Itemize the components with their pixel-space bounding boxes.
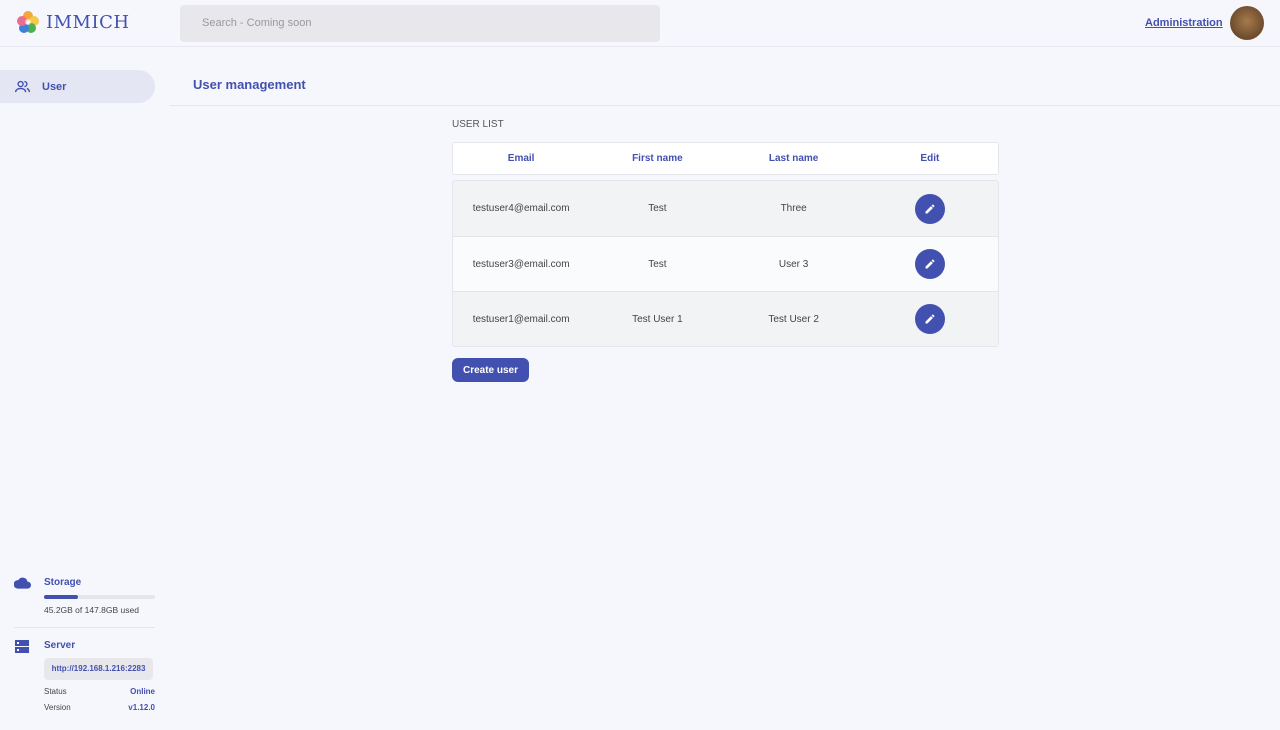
cloud-icon <box>14 577 31 589</box>
column-first-name: First name <box>632 153 683 164</box>
table-row: testuser4@email.com Test Three <box>453 181 998 236</box>
pencil-icon <box>925 314 935 324</box>
storage-label: Storage <box>44 577 82 588</box>
sidebar-item-user[interactable]: User <box>0 70 155 103</box>
email-cell: testuser3@email.com <box>472 258 570 270</box>
column-email: Email <box>507 153 535 164</box>
status-label: Status <box>44 687 67 696</box>
last-name-cell: Test User 2 <box>768 313 819 325</box>
top-bar: IMMICH Search - Coming soon Administrati… <box>0 0 1280 47</box>
email-cell: testuser1@email.com <box>472 313 570 325</box>
logo[interactable]: IMMICH <box>16 10 130 34</box>
avatar[interactable] <box>1230 6 1264 40</box>
last-name-cell: Three <box>780 203 807 214</box>
app-name: IMMICH <box>46 11 130 33</box>
email-cell: testuser4@email.com <box>472 203 570 214</box>
edit-user-button[interactable] <box>914 304 945 334</box>
version-label: Version <box>44 703 71 712</box>
server-status: Status Online <box>44 687 155 696</box>
users-icon <box>15 80 30 93</box>
immich-logo-icon <box>17 11 39 33</box>
search-input[interactable]: Search - Coming soon <box>180 5 660 42</box>
divider <box>170 105 1280 106</box>
table-header: Email First name Last name Edit <box>452 142 999 175</box>
administration-link[interactable]: Administration <box>1145 17 1223 29</box>
server-label: Server <box>44 640 76 651</box>
user-list-label: USER LIST <box>452 119 504 130</box>
user-table: Email First name Last name Edit testuser… <box>452 142 999 347</box>
status-value: Online <box>130 687 155 696</box>
server-icon <box>15 640 29 653</box>
pencil-icon <box>925 203 935 213</box>
table-row: testuser1@email.com Test User 1 Test Use… <box>453 291 998 346</box>
create-user-button[interactable]: Create user <box>452 358 529 382</box>
first-name-cell: Test <box>648 258 667 270</box>
version-value: v1.12.0 <box>128 703 155 712</box>
table-body: testuser4@email.com Test Three testuser3… <box>452 180 999 347</box>
storage-used-text: 45.2GB of 147.8GB used <box>44 605 139 615</box>
column-last-name: Last name <box>768 153 819 164</box>
first-name-cell: Test <box>648 203 667 214</box>
column-edit: Edit <box>920 153 940 164</box>
edit-user-button[interactable] <box>914 249 945 279</box>
storage-bar-fill <box>44 595 78 599</box>
first-name-cell: Test User 1 <box>632 313 683 325</box>
edit-user-button[interactable] <box>914 193 945 224</box>
table-row: testuser3@email.com Test User 3 <box>453 236 998 291</box>
last-name-cell: User 3 <box>778 258 809 270</box>
server-version: Version v1.12.0 <box>44 703 155 712</box>
server-url: http://192.168.1.216:2283 <box>44 658 153 680</box>
page-title: User management <box>193 77 306 92</box>
storage-bar <box>44 595 155 599</box>
pencil-icon <box>925 259 935 269</box>
divider <box>14 627 155 628</box>
sidebar-item-label: User <box>42 80 67 93</box>
